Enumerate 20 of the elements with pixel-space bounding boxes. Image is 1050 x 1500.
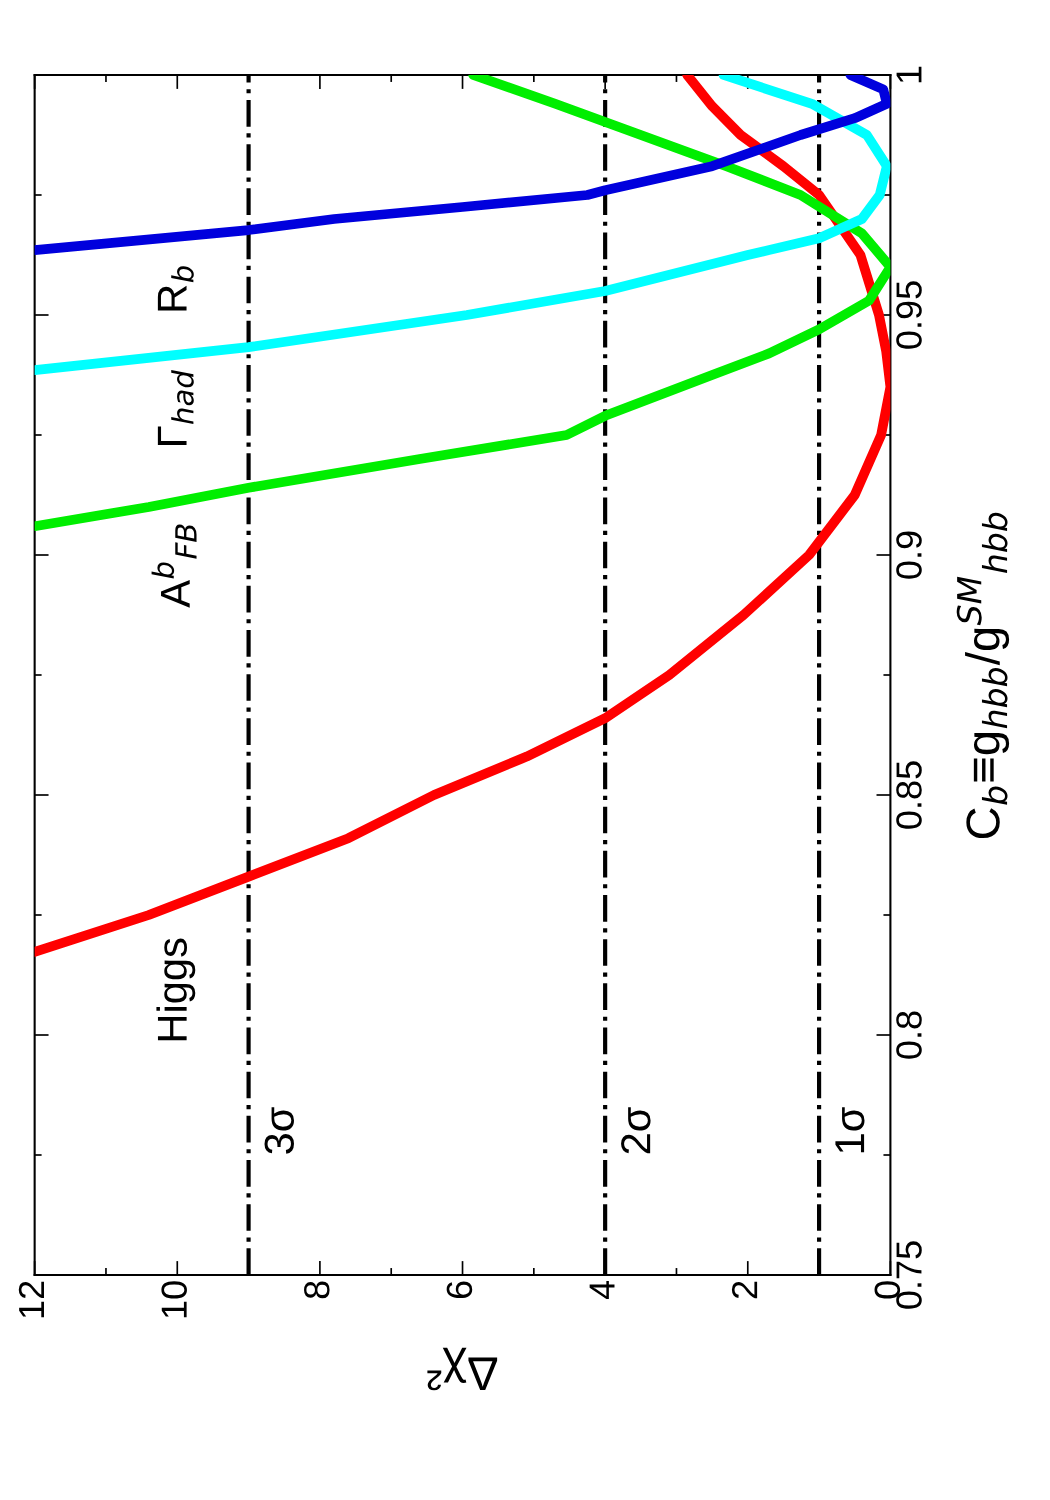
ref-line-label: 1σ	[835, 1107, 865, 1153]
annotation: Γ$_{had}$	[157, 370, 194, 445]
y-tick-label: 1	[896, 66, 922, 83]
x-tick-label: 6	[446, 1281, 473, 1299]
y-axis-title: C$_{b}$≡g$_{hbb}$/g$^{SM}$$_{hbb}$	[956, 512, 1010, 839]
y-tick-label: 0.85	[896, 761, 922, 829]
x-tick-label: 8	[304, 1281, 330, 1299]
annotation: A$^{b}$$_{FB}$	[151, 524, 197, 608]
annotation: R$_{b}$	[157, 266, 194, 311]
ref-line-label: 2σ	[621, 1107, 651, 1154]
y-tick-label: 0.95	[896, 281, 922, 349]
annotation: Higgs	[156, 938, 196, 1041]
ref-line-label: 3σ	[264, 1107, 294, 1154]
y-tick-label: 0.8	[896, 1011, 922, 1059]
x-tick-label: 4	[589, 1280, 615, 1300]
x-axis-title: Δχ²	[427, 1347, 498, 1391]
y-tick-label: 0.9	[896, 531, 922, 579]
x-tick-label: 2	[731, 1281, 758, 1299]
x-tick-label: 12	[18, 1281, 44, 1318]
x-tick-label: 10	[161, 1281, 187, 1318]
